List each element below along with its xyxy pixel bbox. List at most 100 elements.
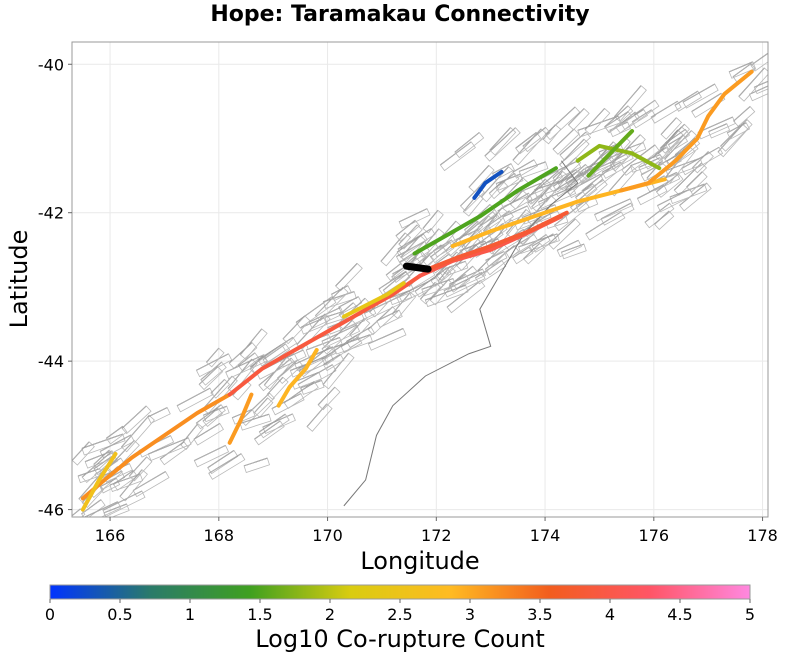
fault-surface-outline [367,306,398,336]
fault-surface-outline [569,178,608,214]
fault-surface-outline [609,134,646,172]
colorbar [49,584,751,600]
y-tick-label: -42 [38,204,64,223]
x-tick-label: 176 [639,526,670,545]
fault-surface-outline [81,433,126,456]
fault-trace [767,101,768,102]
colorbar-ticks: 0 0.5 1 1.5 2 2.5 3 3.5 4 4.5 5 [45,599,755,624]
rupture-section [341,281,406,319]
fault-surface-outline [604,110,633,134]
fault-surface-outline [454,131,485,159]
fault-surface-outline [667,134,689,152]
fault-surface-outline [239,413,272,431]
fault-surface-outline [559,131,592,161]
rupture-section [426,210,569,272]
fault-surface-outline [376,309,403,328]
fault-trace [783,70,800,90]
fault-surface-outline [429,279,454,306]
fault-surface-outline [395,219,421,242]
fault-surface-outline [380,232,412,267]
fault-surface-outline [553,200,590,232]
colorbar-label: Log10 Co-rupture Count [255,625,545,653]
fault-surface-outline [750,52,768,72]
fault-surface-outline [679,182,712,212]
fault-surface-outline [322,352,355,390]
fault-surface-outline [180,423,204,450]
fault-surface-outline [525,170,564,205]
fault-trace [785,36,797,50]
fault-surface-outline [681,146,724,176]
fault-surface-outline [202,407,223,427]
fault-surface-outline [556,239,582,258]
fault-surface-outline [205,347,225,368]
fault-surface-outline [640,154,682,182]
fault-surface-outline [522,126,551,153]
fault-surface-outline [468,164,495,193]
fault-surface-outline [650,100,682,124]
fault-surface-outline [526,178,551,204]
fault-surface-outline [585,211,626,241]
fault-surface-outline [691,150,714,174]
colorbar-tick-label: 1.5 [247,605,272,624]
y-axis-ticks: -40 -42 -44 -46 [38,55,72,520]
fault-surface-outline [644,202,675,229]
rupture-section [80,451,118,512]
fault-surface-outline [631,109,656,129]
fault-surface-outline [638,157,664,175]
fault-surface-outline [531,233,558,253]
fault-surface-outline [553,167,595,198]
fault-surface-outline [99,434,135,459]
fault-surface-outline [577,115,622,138]
fault-surface-outline [306,403,333,432]
fault-surface-outline [512,246,534,265]
fault-surface-outline [279,349,307,368]
fault-surface-outline [437,265,456,286]
fault-surface-outline [72,441,95,466]
fault-surface-outline [613,85,647,122]
fault-surface-outline [720,119,753,152]
fault-surface-outline [636,184,668,206]
x-axis-ticks: 166 168 170 172 174 176 178 [95,517,778,545]
fault-surface-outline [367,327,407,351]
fault-surface-outline [300,317,328,335]
fault-surface-outline [509,190,529,210]
fault-surface-outline [105,425,128,445]
fault-surface-outline [660,117,683,140]
fault-surface-outline [266,376,289,400]
fault-surface-outline [176,387,214,413]
fault-surface-outline [430,242,455,264]
x-tick-label: 174 [530,526,561,545]
rupture-section [412,166,558,256]
fault-surface-outline [477,214,502,234]
fault-surface-outline [655,173,684,198]
colorbar-tick-label: 5 [745,605,755,624]
rupture-section [80,392,232,501]
fault-surface-outline [198,366,224,391]
fault-surface-outline [297,364,337,391]
fault-surface-outline [258,413,290,439]
plot-frame [71,41,769,518]
fault-surface-outline [271,393,305,416]
fault-surface-outline [240,392,275,427]
fault-surface-outline [785,36,800,54]
fault-surface-outline [767,101,768,103]
fault-surface-outline [686,171,708,193]
colorbar-tick-label: 3 [465,605,475,624]
fault-surface-outline [253,397,274,418]
fault-surface-outline [333,334,373,355]
fault-surface-outline [256,353,298,380]
y-axis-label: Latitude [5,230,33,329]
fault-surface-outline [239,328,268,360]
chart-title: Hope: Taramakau Connectivity [210,2,590,27]
fault-surface-outline [262,343,291,367]
fault-surface-outline [378,270,411,296]
fault-surface-outline [726,122,751,140]
fault-surface-outline [119,469,148,502]
fault-surface-outline [99,477,121,494]
fault-surface-outline [243,457,271,473]
fault-surface-outline [253,420,285,446]
fault-surface-outline [80,499,106,517]
fault-surface-outline [621,144,660,176]
rupture-sections [80,69,754,512]
fault-surface-outline [249,344,287,374]
